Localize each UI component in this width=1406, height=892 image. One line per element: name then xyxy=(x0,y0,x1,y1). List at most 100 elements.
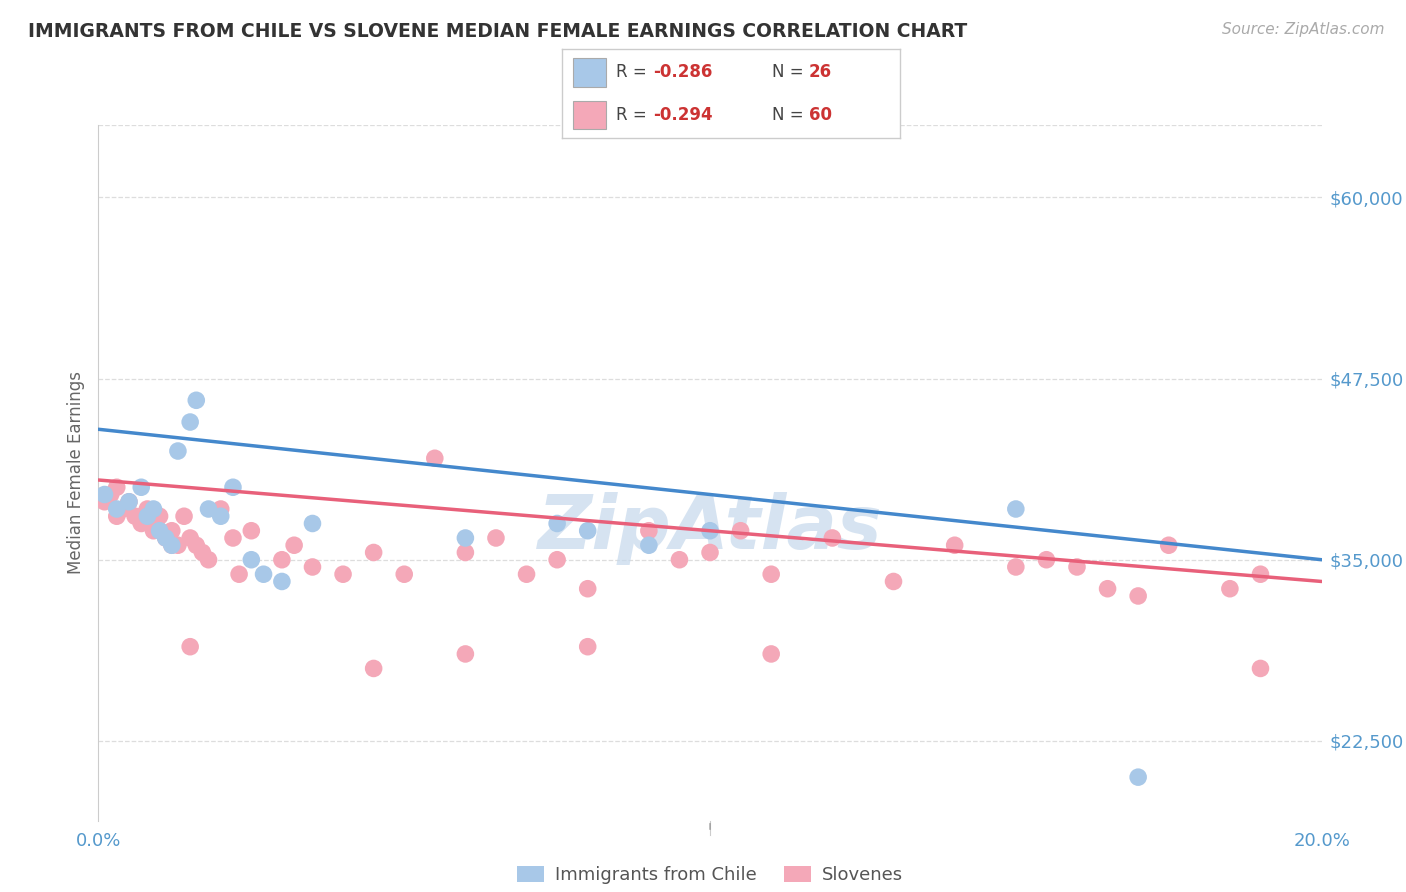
Point xyxy=(1128,770,1150,784)
Point xyxy=(546,552,568,567)
Point xyxy=(179,415,201,429)
Point xyxy=(332,567,354,582)
Point xyxy=(93,487,115,501)
Point xyxy=(699,545,721,559)
Point xyxy=(93,494,115,508)
Point xyxy=(155,531,177,545)
Point xyxy=(270,574,292,589)
Point xyxy=(576,524,599,538)
Point xyxy=(301,516,323,531)
Legend: Immigrants from Chile, Slovenes: Immigrants from Chile, Slovenes xyxy=(510,859,910,892)
Point xyxy=(454,647,477,661)
Point xyxy=(1249,661,1271,675)
Point xyxy=(637,524,661,538)
Text: R =: R = xyxy=(616,63,652,81)
Point xyxy=(197,502,219,516)
Point xyxy=(228,567,250,582)
Point xyxy=(454,545,477,559)
Point xyxy=(173,509,195,524)
Point xyxy=(197,552,219,567)
Point xyxy=(759,647,782,661)
Text: -0.286: -0.286 xyxy=(654,63,713,81)
Text: Source: ZipAtlas.com: Source: ZipAtlas.com xyxy=(1222,22,1385,37)
Point xyxy=(129,480,152,494)
Point xyxy=(637,538,661,552)
Point xyxy=(301,560,323,574)
Point xyxy=(759,567,782,582)
Point xyxy=(883,574,905,589)
Point xyxy=(546,516,568,531)
Point xyxy=(283,538,305,552)
Point xyxy=(186,393,208,408)
Point xyxy=(1066,560,1088,574)
Point xyxy=(821,531,844,545)
Point xyxy=(1035,552,1057,567)
Point xyxy=(222,480,245,494)
FancyBboxPatch shape xyxy=(572,58,606,87)
Point xyxy=(240,524,263,538)
Point xyxy=(160,524,183,538)
Point xyxy=(105,480,128,494)
Point xyxy=(392,567,416,582)
Point xyxy=(167,444,190,458)
Point xyxy=(149,524,172,538)
Point xyxy=(149,524,172,538)
Text: N =: N = xyxy=(772,63,808,81)
Point xyxy=(142,502,165,516)
Y-axis label: Median Female Earnings: Median Female Earnings xyxy=(67,371,86,574)
Point xyxy=(105,502,128,516)
Point xyxy=(209,502,232,516)
Point xyxy=(1249,567,1271,582)
Point xyxy=(1157,538,1180,552)
Point xyxy=(1004,560,1026,574)
Point xyxy=(111,502,134,516)
Point xyxy=(363,545,385,559)
Point xyxy=(167,538,190,552)
Point xyxy=(1219,582,1241,596)
Point xyxy=(423,451,446,466)
Text: N =: N = xyxy=(772,106,808,124)
Point xyxy=(186,538,208,552)
Point xyxy=(191,545,214,559)
FancyBboxPatch shape xyxy=(572,101,606,129)
Point xyxy=(179,531,201,545)
Point xyxy=(100,487,122,501)
Point xyxy=(1004,502,1026,516)
Point xyxy=(576,640,599,654)
Point xyxy=(179,640,201,654)
Point xyxy=(155,531,177,545)
Point xyxy=(118,494,141,508)
Point xyxy=(730,524,752,538)
Point xyxy=(136,509,159,524)
Point xyxy=(136,502,159,516)
Text: -0.294: -0.294 xyxy=(654,106,713,124)
Text: 60: 60 xyxy=(808,106,832,124)
Point xyxy=(699,524,721,538)
Point xyxy=(1128,589,1150,603)
Point xyxy=(363,661,385,675)
Point xyxy=(129,509,152,524)
Point xyxy=(270,552,292,567)
Text: 26: 26 xyxy=(808,63,832,81)
Point xyxy=(160,538,183,552)
Text: R =: R = xyxy=(616,106,652,124)
Point xyxy=(252,567,274,582)
Point xyxy=(222,531,245,545)
Text: IMMIGRANTS FROM CHILE VS SLOVENE MEDIAN FEMALE EARNINGS CORRELATION CHART: IMMIGRANTS FROM CHILE VS SLOVENE MEDIAN … xyxy=(28,22,967,41)
Point xyxy=(516,567,538,582)
Point xyxy=(160,538,183,552)
Point xyxy=(240,552,263,567)
Point xyxy=(1097,582,1119,596)
Point xyxy=(105,509,128,524)
Point xyxy=(668,552,690,567)
Point xyxy=(124,509,146,524)
Point xyxy=(149,509,172,524)
Point xyxy=(142,524,165,538)
Point xyxy=(118,494,141,508)
Point xyxy=(576,582,599,596)
Point xyxy=(129,516,152,531)
Point xyxy=(454,531,477,545)
Point xyxy=(485,531,508,545)
Text: ZipAtlas: ZipAtlas xyxy=(537,491,883,565)
Point xyxy=(943,538,966,552)
